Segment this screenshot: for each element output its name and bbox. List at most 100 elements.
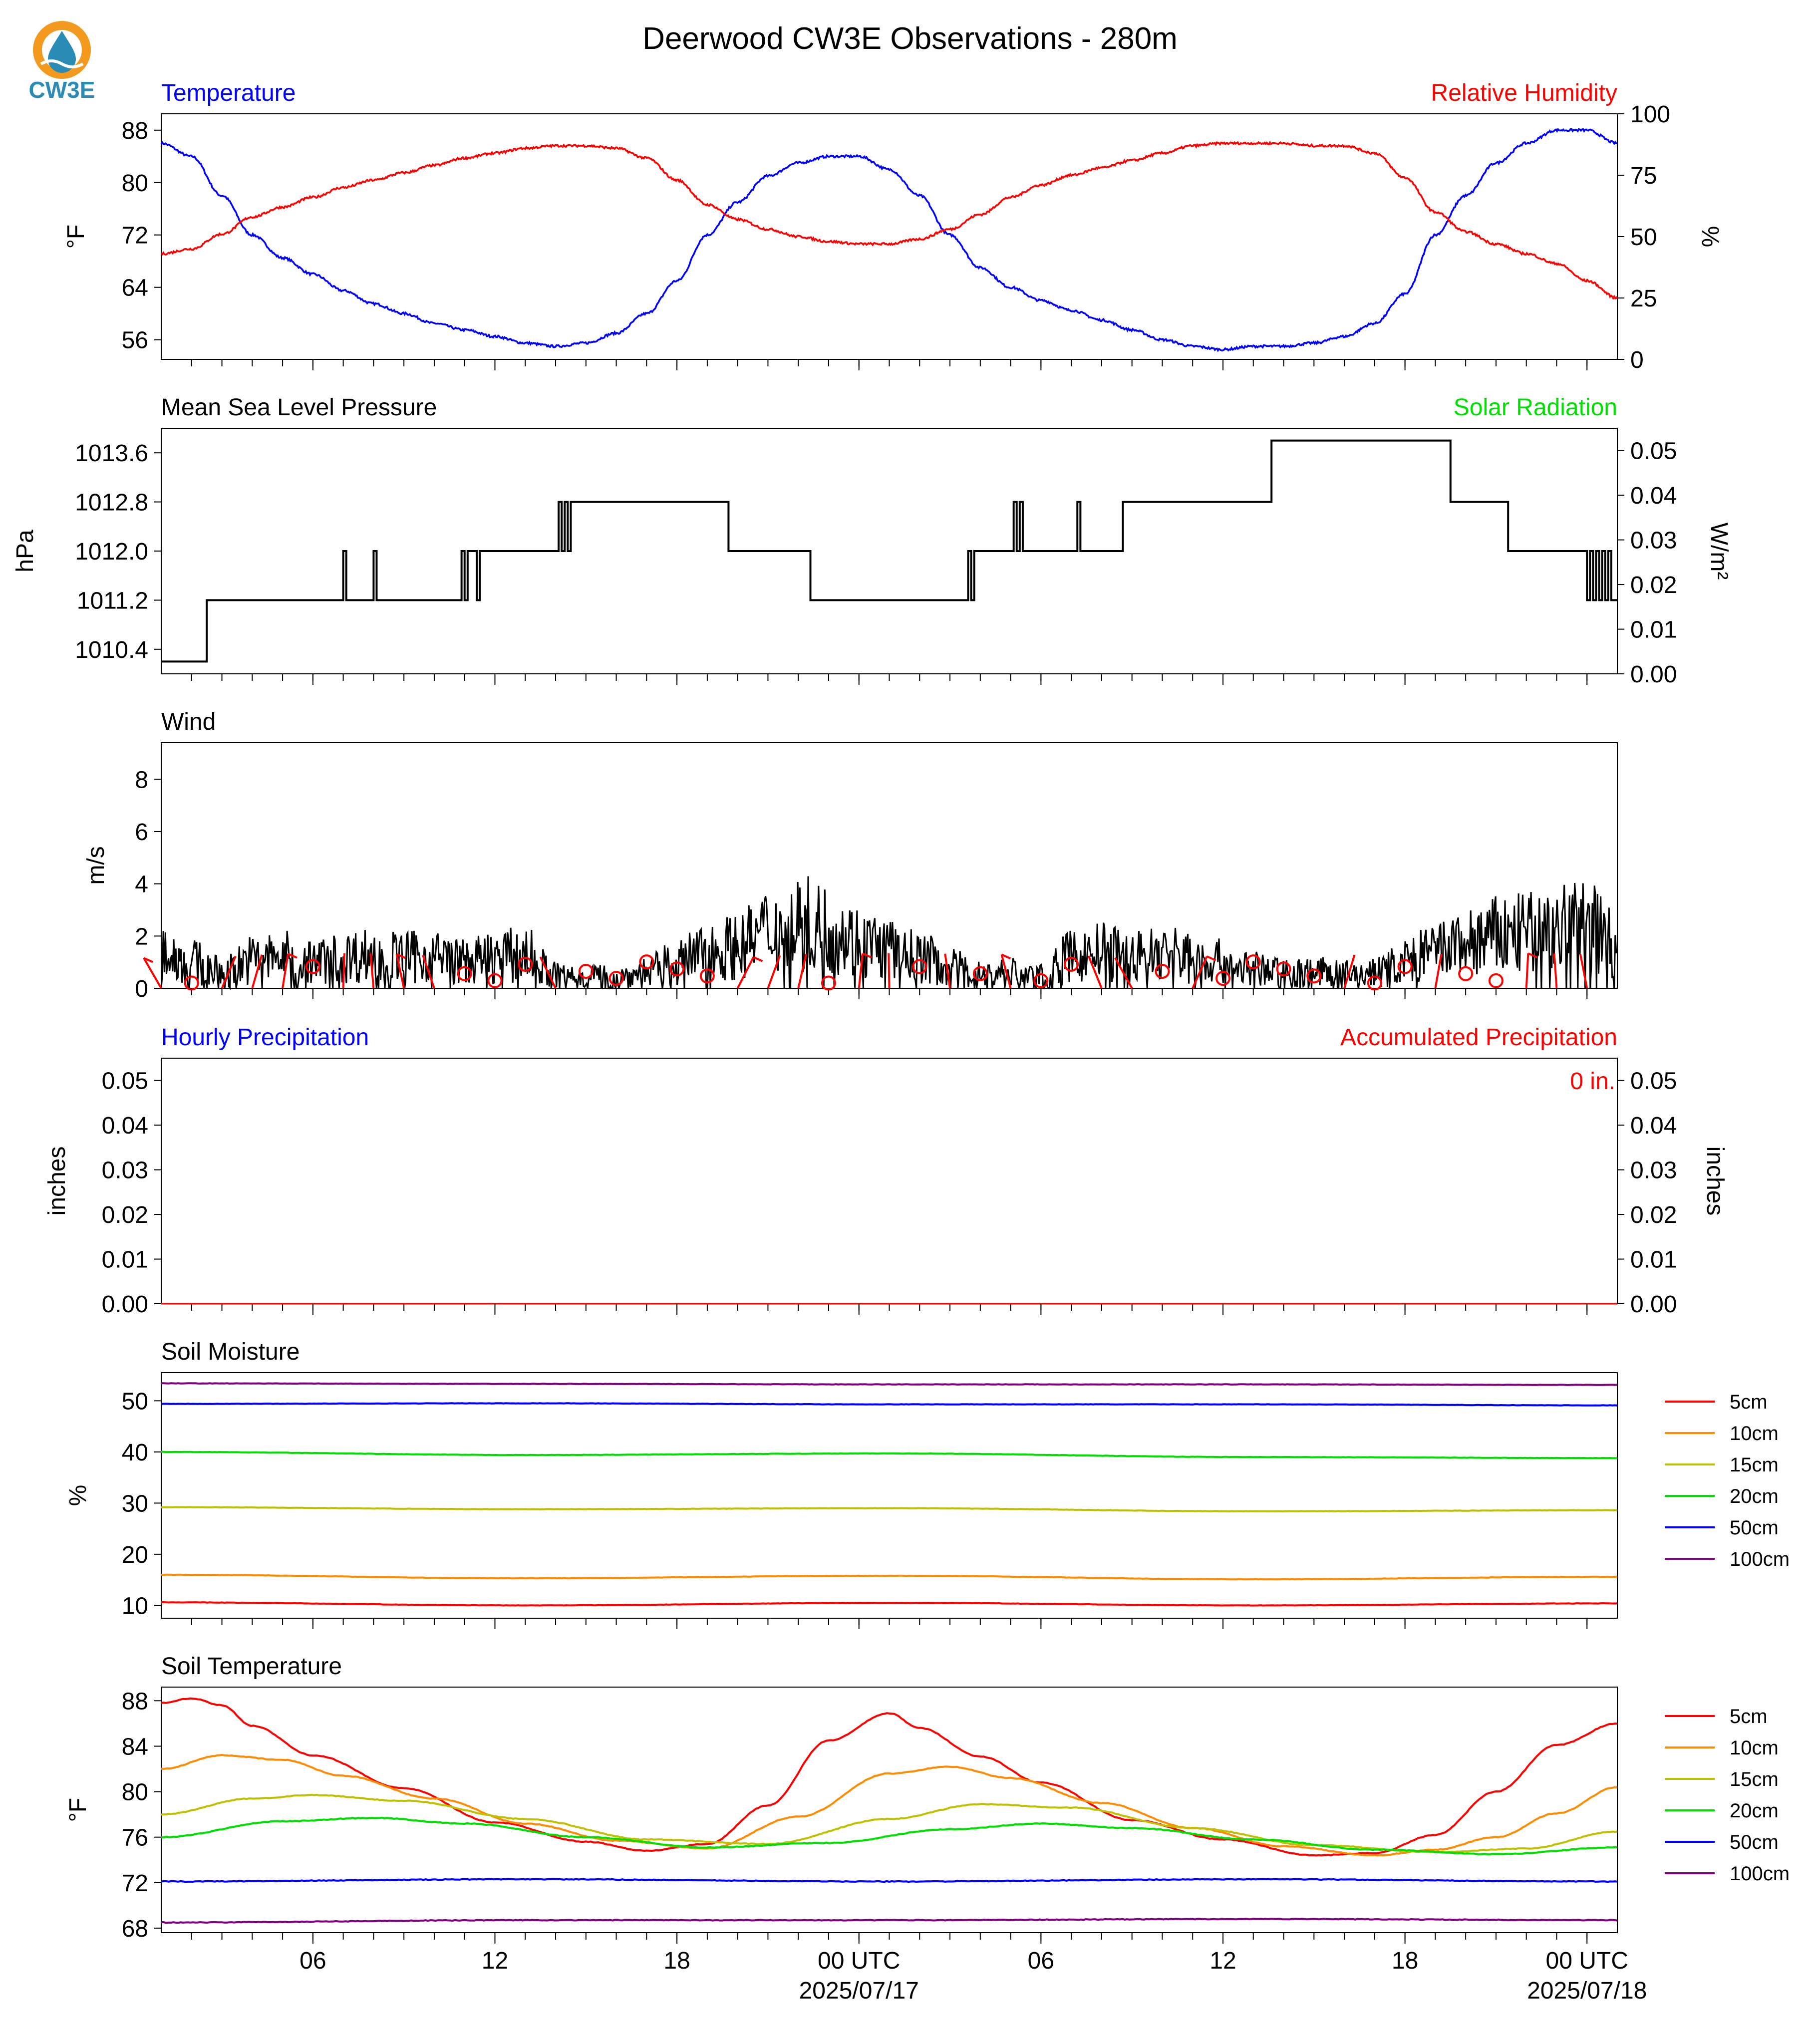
y-axis-label-right: W/m² (1706, 523, 1732, 580)
wind-calm-circle (1488, 973, 1504, 988)
y-tick-label-left: 88 (122, 118, 148, 144)
wind-barb (369, 953, 375, 989)
y-tick-label-left: 80 (122, 1779, 148, 1806)
y-tick-label-right: 0.03 (1630, 528, 1677, 554)
wind-calm-circle (1033, 973, 1049, 988)
y-tick-label-left: 1013.6 (75, 440, 148, 467)
panel-title-left: Mean Sea Level Pressure (161, 394, 437, 421)
wind-calm-circle (578, 963, 594, 979)
soil-series-line-5cm (161, 1697, 1618, 1857)
y-tick-label-left: 1011.2 (77, 587, 148, 614)
wind-barb (1434, 953, 1443, 989)
x-tick-label: 06 (1028, 1948, 1054, 1974)
y-tick-label-left: 80 (122, 170, 148, 197)
y-tick-label-left: 64 (122, 275, 148, 301)
wind-barb (1553, 953, 1558, 989)
panel-title-right: Solar Radiation (1454, 394, 1617, 421)
y-tick-label-left: 88 (122, 1688, 148, 1715)
y-tick-label-left: 40 (122, 1440, 148, 1466)
wind-barb (1579, 953, 1588, 989)
wind-calm-circle (487, 973, 503, 988)
panel-title-left: Temperature (161, 80, 296, 106)
wind-barb-flag (288, 953, 298, 959)
y-tick-label-right: 100 (1630, 101, 1670, 128)
wind-barb (539, 956, 557, 989)
wind-calm-circle (699, 968, 715, 984)
y-tick-label-right: 0 (1630, 347, 1644, 373)
legend-label: 100cm (1730, 1863, 1790, 1885)
y-tick-label-left: 0.03 (102, 1158, 148, 1184)
wind-barb (221, 955, 237, 989)
wind-calm-circle (1245, 954, 1261, 970)
y-tick-label-left: 10 (122, 1593, 148, 1619)
temperature-series-line (160, 128, 1618, 352)
wind-calm-circle (608, 971, 624, 986)
wind-calm-circle (639, 954, 654, 970)
x-tick-date-label: 2025/07/17 (799, 1978, 919, 2004)
y-tick-label-left: 6 (135, 819, 148, 846)
soil-series-line-10cm (161, 1573, 1618, 1581)
wind-barb (767, 955, 781, 989)
wind-calm-circle (669, 961, 685, 977)
y-tick-label-left: 0.04 (102, 1113, 148, 1139)
legend-label: 5cm (1730, 1706, 1768, 1728)
wind-barb (395, 954, 405, 989)
soil-series-line-20cm (161, 1816, 1618, 1856)
x-tick-label: 18 (663, 1948, 690, 1974)
wind-barb (1343, 954, 1356, 989)
x-tick-label: 12 (1210, 1948, 1236, 1974)
wind-calm-circle (912, 959, 927, 974)
x-tick-label: 18 (1392, 1948, 1418, 1974)
y-tick-label-left: 76 (122, 1825, 148, 1851)
panel-pressure_solar: Mean Sea Level Pressure Solar Radiation 10… (12, 394, 1732, 688)
y-tick-label-right: 0.05 (1630, 438, 1677, 465)
y-tick-label-left: 1012.8 (75, 490, 148, 516)
wind-barb-flag (1527, 952, 1538, 958)
wind-barb-flag (753, 956, 763, 962)
figure-title: Deerwood CW3E Observations - 280m (642, 21, 1178, 56)
panel-soil_moisture: Soil Moisture 10 20 30 40 50% (65, 1339, 1618, 1625)
plot-frame (161, 1058, 1618, 1304)
plot-frame (161, 113, 1618, 360)
x-tick-date-label: 2025/07/18 (1527, 1978, 1647, 2004)
legend-label: 50cm (1730, 1831, 1779, 1853)
soil-series-line-20cm (161, 1450, 1618, 1459)
y-tick-label-left: 1012.0 (75, 539, 148, 565)
y-tick-label-left: 68 (122, 1916, 148, 1942)
plot-frame (161, 1687, 1618, 1933)
y-axis-label-left: inches (44, 1147, 70, 1216)
soil-series-line-10cm (161, 1753, 1618, 1857)
soil-series-line-50cm (161, 1402, 1618, 1407)
soil-series-line-15cm (161, 1793, 1618, 1853)
y-tick-label-right: 0.01 (1630, 1247, 1677, 1273)
panel-wind: Wind 0 2 4 6 8 m/s (83, 709, 1618, 1002)
legend-label: 100cm (1730, 1548, 1790, 1570)
y-tick-label-left: 8 (135, 767, 148, 793)
y-tick-label-left: 0.02 (102, 1202, 148, 1228)
y-tick-label-right: 50 (1630, 224, 1657, 251)
wind-barb (858, 953, 864, 989)
wind-barb-flag (1001, 953, 1011, 960)
humidity-series-line (160, 140, 1618, 300)
wind-barb (797, 954, 807, 989)
wind-barb (1525, 953, 1529, 989)
y-axis-label-right: inches (1702, 1147, 1728, 1216)
plot-frame (161, 428, 1618, 674)
legend-soil_temperature: 5cm 10cm 15cm 20cm 50cm 100cm (1665, 1706, 1790, 1885)
panel-title-left: Wind (161, 709, 216, 735)
wind-calm-circle (457, 966, 472, 981)
panel-title-left: Soil Temperature (161, 1653, 342, 1680)
y-axis-label-left: m/s (83, 846, 109, 884)
legend-label: 15cm (1730, 1768, 1779, 1790)
soil-series-line-100cm (161, 1382, 1618, 1386)
wind-calm-circle (1397, 959, 1413, 974)
y-tick-label-left: 20 (122, 1542, 148, 1568)
y-tick-label-left: 0 (135, 976, 148, 1002)
soil-series-line-5cm (161, 1601, 1618, 1607)
y-tick-label-left: 50 (122, 1388, 148, 1415)
wind-calm-circle (184, 975, 199, 991)
y-tick-label-right: 25 (1630, 286, 1657, 312)
wind-barb (736, 956, 755, 989)
y-tick-label-right: 0.02 (1630, 572, 1677, 598)
